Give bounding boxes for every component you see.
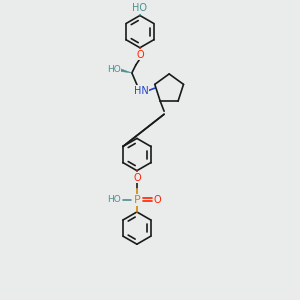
Text: O: O [153, 195, 161, 205]
Text: HO: HO [132, 3, 147, 14]
Text: HN: HN [134, 86, 148, 96]
Text: O: O [136, 50, 144, 60]
Text: HO: HO [107, 195, 121, 204]
Text: O: O [133, 173, 141, 183]
Polygon shape [120, 68, 132, 73]
Text: P: P [134, 195, 140, 205]
Text: HO: HO [107, 65, 121, 74]
